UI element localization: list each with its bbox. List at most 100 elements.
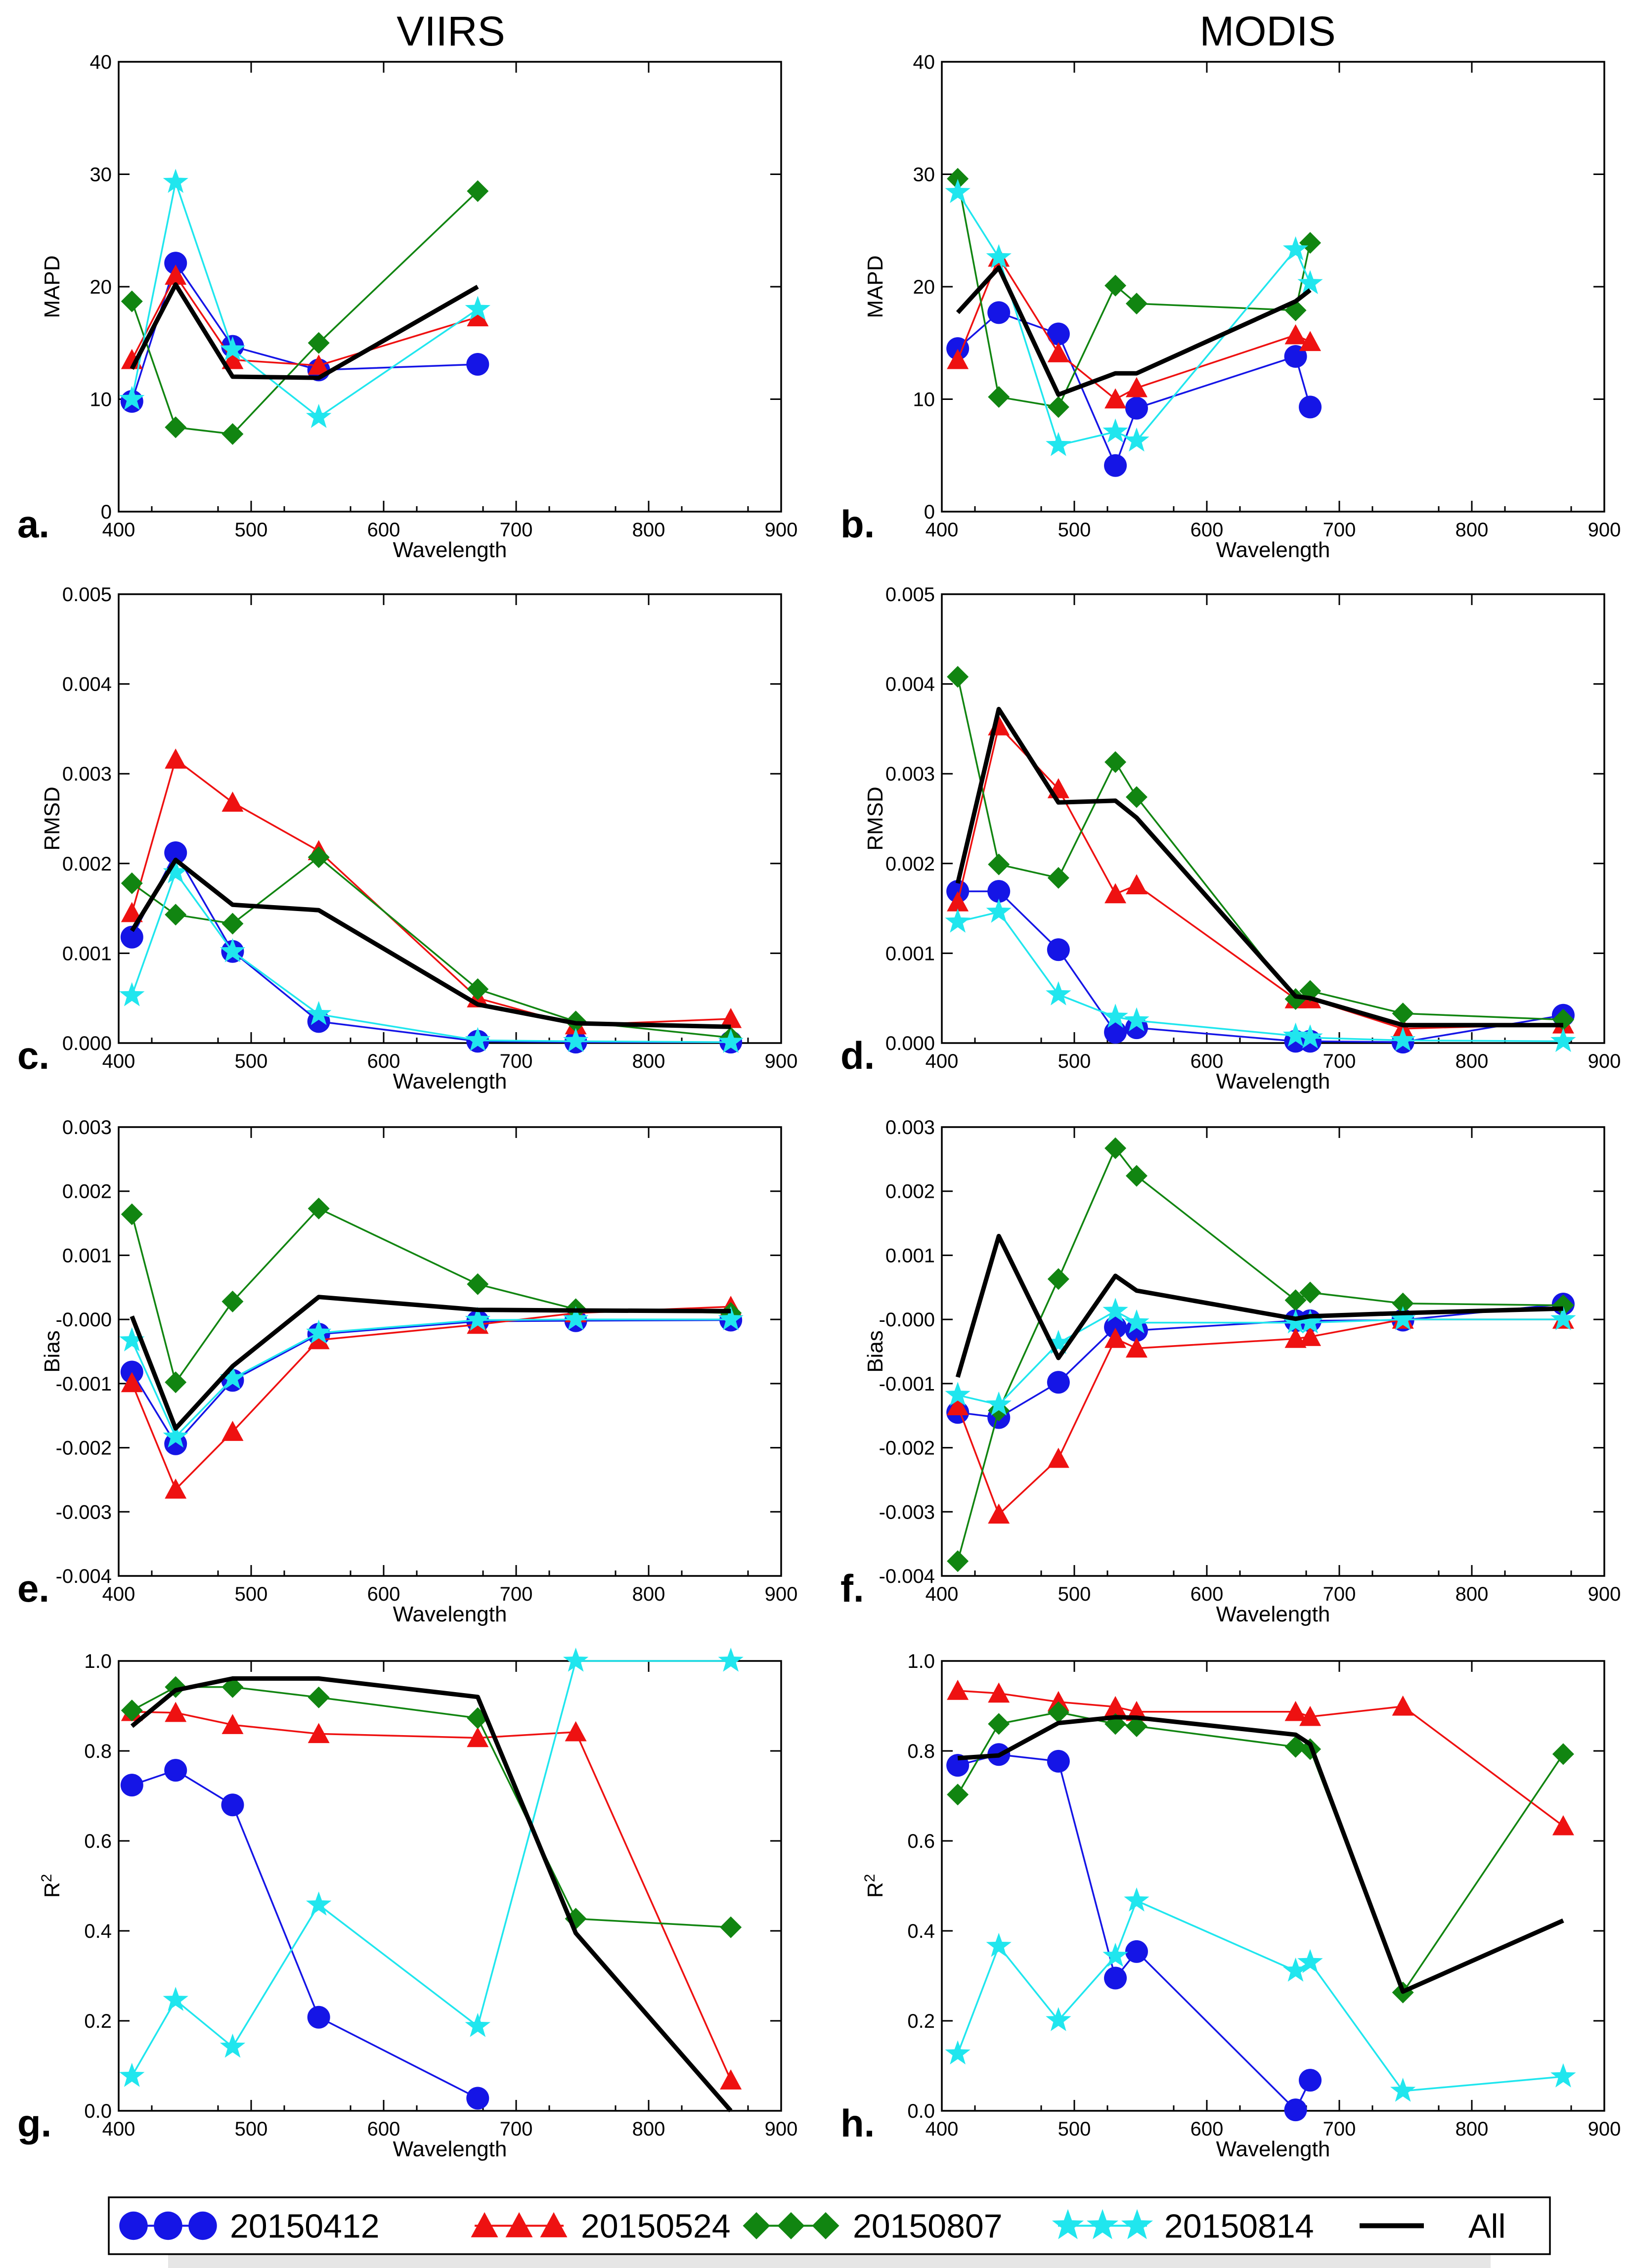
panel-d-point-20150814 [1124, 1007, 1149, 1032]
panel-f-point-20150524 [947, 1395, 969, 1415]
panel-d-x-tick-label: 700 [1323, 1050, 1356, 1072]
panel-c-series-All [130, 858, 731, 1029]
panel-b-axes-frame [941, 61, 1605, 513]
panel-d-series-line-20150807 [957, 676, 1563, 1021]
panel-d-point-20150807 [988, 853, 1010, 875]
panel-d-series-20150412 [946, 880, 1575, 1054]
panel-b-label: b. [840, 502, 875, 546]
panel-c-x-tick-label: 900 [765, 1050, 798, 1072]
panel-b-point-20150814 [945, 178, 970, 203]
legend-marker-20150807 [812, 2212, 839, 2239]
panel-e-y-tick-label: 0.003 [62, 1117, 112, 1138]
panel-f-point-20150524 [988, 1503, 1010, 1524]
panel-a-point-20150814 [465, 296, 490, 320]
panel-d-axes-frame [941, 593, 1605, 1044]
panel-g-point-20150524 [308, 1723, 330, 1744]
panel-f-x-tick-label: 400 [926, 1583, 959, 1605]
panel-h-point-20150814 [986, 1932, 1012, 1957]
panel-b-series-20150814 [945, 178, 1323, 456]
panel-h-point-20150814 [1297, 1949, 1323, 1973]
panel-c-point-20150807 [165, 904, 187, 926]
panel-c-x-tick-label: 400 [102, 1050, 135, 1072]
panel-d-point-20150412 [1125, 1016, 1148, 1040]
panel-h-x-axis-title: Wavelength [1216, 2137, 1330, 2161]
panel-g-point-20150807 [121, 1700, 143, 1722]
panel-h-point-20150412 [1047, 1749, 1070, 1773]
panel-g-point-20150412 [164, 1759, 187, 1782]
panel-h-point-20150412 [1104, 1966, 1127, 1990]
legend-item-20150412: 20150412 [119, 2208, 380, 2245]
legend-shadow [168, 2254, 1491, 2268]
panel-c-point-20150524 [121, 902, 143, 922]
panel-d-series-line-20150814 [957, 911, 1563, 1043]
panel-c-y-axis-title: RMSD [40, 786, 64, 851]
panel-h-axes-frame [941, 1660, 1605, 2112]
panel-b-point-20150807 [947, 168, 969, 190]
panel-e-series-20150412 [120, 1308, 743, 1455]
panel-h-point-20150412 [1284, 2098, 1307, 2122]
panel-c-label: c. [17, 1034, 49, 1077]
panel-c-point-20150814 [119, 982, 145, 1006]
panel-e-label: e. [17, 1567, 49, 1610]
panel-b-x-tick-label: 800 [1456, 519, 1489, 541]
panel-g-x-tick-label: 400 [102, 2118, 135, 2140]
panel-a-x-tick-label: 500 [235, 519, 268, 541]
panel-d-point-20150814 [1297, 1024, 1323, 1048]
panel-e-y-tick-label: -0.004 [56, 1566, 112, 1587]
panel-g-series-All [130, 1676, 733, 2112]
panel-e-axes-frame [118, 1126, 782, 1577]
panel-h-y-tick-label: 0.0 [907, 2100, 935, 2122]
panel-d-point-20150524 [947, 891, 969, 912]
legend-label-20150814: 20150814 [1164, 2208, 1314, 2245]
legend-marker-20150412 [154, 2211, 182, 2240]
panel-f-x-axis-title: Wavelength [1216, 1602, 1330, 1626]
panel-a-y-tick-label: 20 [90, 276, 112, 298]
panel-f-series-20150807 [947, 1137, 1574, 1572]
panel-g-x-tick-label: 600 [367, 2118, 400, 2140]
panel-a-point-20150814 [220, 336, 246, 361]
panel-b-point-20150807 [988, 386, 1010, 408]
panel-c-x-axis-title: Wavelength [393, 1069, 507, 1093]
panel-h-y-tick-label: 0.8 [907, 1741, 935, 1762]
legend-item-20150814: 20150814 [1052, 2208, 1314, 2245]
panel-d-y-tick-label: 0.001 [885, 943, 935, 964]
panel-c-point-20150807 [121, 872, 143, 894]
legend-label-20150412: 20150412 [230, 2208, 380, 2245]
panel-e-x-tick-label: 600 [367, 1583, 400, 1605]
legend-marker-20150807 [777, 2212, 805, 2239]
panel-a-x-tick-label: 700 [500, 519, 533, 541]
panel-g-point-20150814 [563, 1648, 589, 1672]
panel-b-point-20150814 [986, 244, 1012, 268]
panel-b-point-20150412 [987, 301, 1011, 324]
panel-f-point-20150807 [1284, 1289, 1307, 1311]
panel-c-x-tick-label: 800 [632, 1050, 665, 1072]
chart-panels: 400 500 600 700 800 900010203040WavelengthMAP… [17, 51, 1621, 2161]
panel-b-series-line-20150524 [957, 257, 1311, 400]
panel-e-series-All [130, 1295, 731, 1431]
panel-b-point-20150814 [1297, 270, 1323, 294]
panel-g-y-tick-label: 0.8 [84, 1741, 112, 1762]
panel-h-y-axis-title-sup: 2 [862, 1874, 878, 1882]
panel-g-y-tick-label: 0.6 [84, 1831, 112, 1852]
panel-a-point-20150807 [308, 332, 330, 354]
panel-c-point-20150412 [164, 841, 187, 865]
panel-c-y-tick-label: 0.001 [62, 943, 112, 964]
panel-b-y-tick-label: 40 [913, 51, 935, 73]
panel-d-x-tick-label: 400 [926, 1050, 959, 1072]
panel-e-point-20150807 [467, 1273, 489, 1295]
panel-a-point-20150814 [163, 169, 188, 193]
panel-c: 400 500 600 700 800 900 0.000 0.001 0.002 0.003 0.… [17, 584, 797, 1093]
legend-item-20150524: 20150524 [471, 2208, 731, 2245]
panel-d-point-20150814 [1550, 1028, 1576, 1052]
panel-b-point-20150524 [1104, 388, 1127, 409]
panel-d-point-20150412 [987, 880, 1011, 903]
panel-e-series-line-20150807 [131, 1207, 731, 1384]
panel-b-point-20150807 [1047, 396, 1069, 418]
panel-b-point-20150814 [1103, 418, 1128, 443]
panel-b-point-20150807 [1125, 293, 1147, 315]
panel-b-y-tick-label: 30 [913, 164, 935, 186]
legend-marker-20150814 [1086, 2209, 1119, 2239]
panel-e-point-20150814 [119, 1327, 145, 1352]
panel-a-x-tick-label: 400 [102, 519, 135, 541]
